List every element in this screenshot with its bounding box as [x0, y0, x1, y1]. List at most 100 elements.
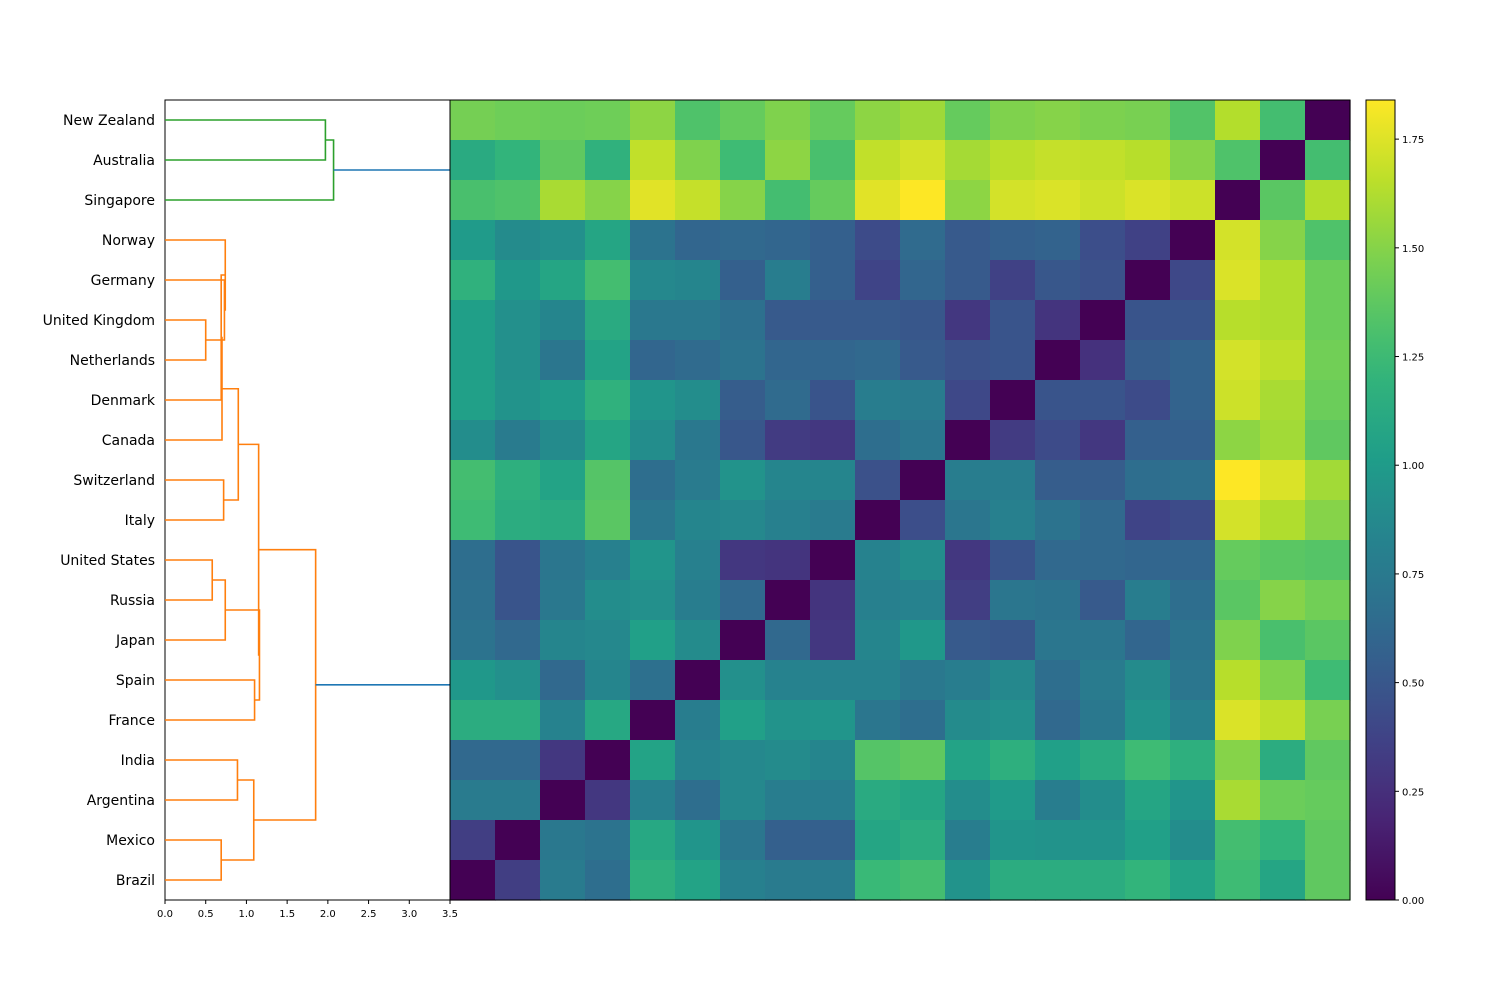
heatmap-cell	[765, 580, 811, 621]
heatmap-cell	[1305, 300, 1351, 341]
heatmap-cell	[1260, 380, 1306, 421]
heatmap-cell	[765, 660, 811, 701]
heatmap-cell	[540, 820, 586, 861]
heatmap-cell	[1260, 220, 1306, 261]
heatmap-cell	[765, 260, 811, 301]
heatmap-cell	[855, 740, 901, 781]
heatmap-cell	[585, 340, 631, 381]
heatmap-cell	[720, 340, 766, 381]
heatmap-cell	[855, 820, 901, 861]
heatmap-cell	[855, 220, 901, 261]
heatmap-cell	[675, 860, 721, 901]
heatmap-cell	[900, 820, 946, 861]
heatmap-cell	[1125, 460, 1171, 501]
heatmap-cell	[1215, 300, 1261, 341]
heatmap-cell	[630, 420, 676, 461]
heatmap-cell	[585, 620, 631, 661]
heatmap-cell	[990, 620, 1036, 661]
heatmap-cell	[1170, 140, 1216, 181]
heatmap-cell	[1125, 140, 1171, 181]
heatmap-cell	[900, 660, 946, 701]
heatmap-cell	[945, 740, 991, 781]
heatmap-frame	[449, 99, 1351, 901]
heatmap-cell	[1125, 340, 1171, 381]
heatmap-cell	[1170, 860, 1216, 901]
heatmap-cell	[1215, 540, 1261, 581]
heatmap-cell	[675, 220, 721, 261]
heatmap-cell	[675, 340, 721, 381]
heatmap-cell	[1125, 380, 1171, 421]
heatmap-cell	[945, 540, 991, 581]
heatmap-cell	[1125, 540, 1171, 581]
row-label: Italy	[125, 513, 155, 529]
heatmap-cell	[1170, 380, 1216, 421]
heatmap-cell	[810, 180, 856, 221]
row-label: United Kingdom	[43, 313, 155, 329]
heatmap-cell	[1125, 300, 1171, 341]
heatmap-cell	[990, 860, 1036, 901]
row-label: Germany	[91, 273, 155, 289]
heatmap-cell	[990, 100, 1036, 141]
heatmap-cell	[1170, 340, 1216, 381]
colorbar-tick-label: 0.50	[1402, 679, 1424, 690]
heatmap-cell	[540, 460, 586, 501]
row-label: Argentina	[87, 793, 155, 809]
heatmap-cell	[1170, 100, 1216, 141]
heatmap-cell	[720, 860, 766, 901]
heatmap-cell	[765, 740, 811, 781]
heatmap-cell	[675, 820, 721, 861]
colorbar-tick-label: 1.50	[1402, 244, 1424, 255]
heatmap-cell	[1215, 700, 1261, 741]
heatmap-cell	[1305, 460, 1351, 501]
heatmap-cell	[855, 380, 901, 421]
heatmap-cell	[990, 700, 1036, 741]
heatmap-cell	[450, 820, 496, 861]
heatmap-cell	[450, 740, 496, 781]
heatmap-cell	[495, 700, 541, 741]
heatmap-cell	[495, 540, 541, 581]
heatmap-cell	[675, 380, 721, 421]
heatmap-cell	[810, 580, 856, 621]
heatmap-cell	[720, 820, 766, 861]
heatmap-cell	[1305, 380, 1351, 421]
heatmap-cell	[450, 260, 496, 301]
heatmap-cell	[1035, 580, 1081, 621]
row-label: Netherlands	[70, 353, 155, 369]
heatmap-cell	[720, 660, 766, 701]
heatmap-cell	[1305, 220, 1351, 261]
heatmap-cell	[675, 700, 721, 741]
heatmap-cell	[945, 700, 991, 741]
heatmap-cell	[1035, 740, 1081, 781]
heatmap-cell	[990, 140, 1036, 181]
heatmap-cell	[1080, 740, 1126, 781]
heatmap-cell	[1305, 780, 1351, 821]
heatmap-cell	[900, 340, 946, 381]
heatmap-cell	[1080, 340, 1126, 381]
heatmap-cell	[990, 260, 1036, 301]
heatmap-cell	[990, 660, 1036, 701]
heatmap-cell	[540, 620, 586, 661]
heatmap-cell	[855, 420, 901, 461]
heatmap-cell	[630, 340, 676, 381]
heatmap-cell	[945, 660, 991, 701]
heatmap-cell	[990, 460, 1036, 501]
row-label: Mexico	[106, 833, 155, 849]
heatmap-cell	[1035, 420, 1081, 461]
heatmap-cell	[855, 500, 901, 541]
dendrogram-axes: New Zealand Australia Singapore Norway Germa…	[43, 99, 458, 920]
heatmap-cell	[720, 260, 766, 301]
heatmap-cell	[1305, 660, 1351, 701]
heatmap-cell	[1080, 380, 1126, 421]
colorbar-tick-label: 1.75	[1402, 135, 1424, 146]
heatmap-cell	[900, 580, 946, 621]
heatmap-cell	[1215, 380, 1261, 421]
heatmap-cell	[1080, 660, 1126, 701]
heatmap-cell	[630, 140, 676, 181]
heatmap-cell	[765, 340, 811, 381]
heatmap-cell	[585, 860, 631, 901]
heatmap-cell	[1035, 820, 1081, 861]
heatmap-cell	[945, 220, 991, 261]
heatmap-cell	[1035, 460, 1081, 501]
heatmap-cell	[945, 300, 991, 341]
heatmap-cell	[945, 260, 991, 301]
